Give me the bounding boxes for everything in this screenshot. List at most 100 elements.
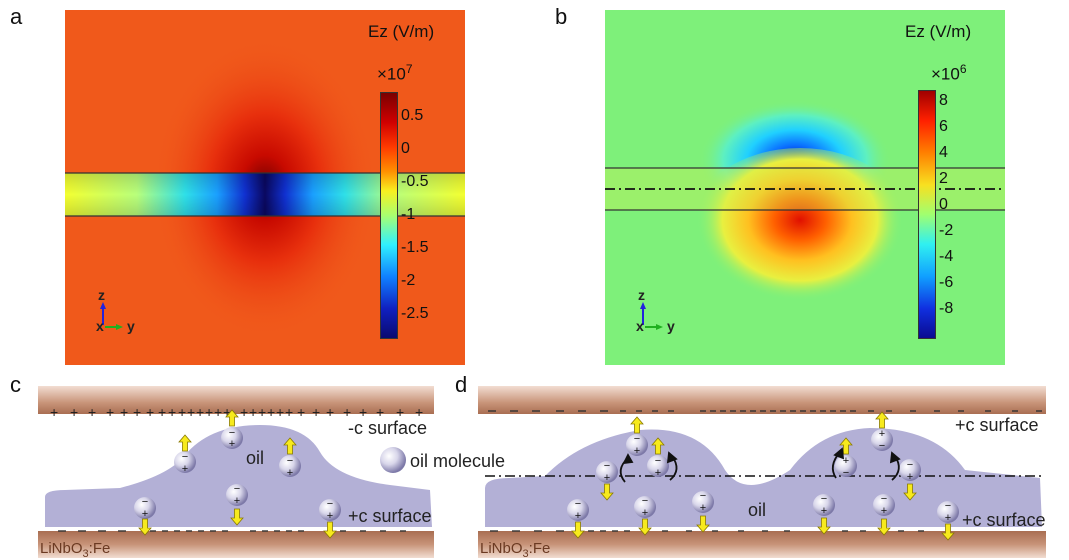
svg-text:−: − [142, 496, 148, 508]
svg-text:+: + [700, 502, 706, 514]
svg-text:+: + [50, 404, 58, 420]
svg-text:+: + [214, 404, 222, 420]
svg-text:+: + [146, 404, 154, 420]
axis-z-label-b: z [638, 287, 645, 303]
top-charges-c: + + + + + + + + + + + + + + + + + + + + + + + + + + + + + [50, 404, 423, 420]
svg-text:−: − [327, 498, 333, 510]
svg-text:−: − [234, 483, 240, 495]
oil-label-d: oil [748, 500, 767, 520]
axis-x-label-b: x [636, 318, 644, 334]
svg-text:+: + [187, 404, 195, 420]
svg-text:+: + [396, 404, 404, 420]
colorbar-tick-b: -4 [939, 248, 954, 265]
svg-text:+: + [343, 404, 351, 420]
svg-text:+: + [634, 445, 640, 457]
top-substrate-d [478, 386, 1046, 414]
svg-text:+: + [879, 428, 885, 440]
svg-text:+: + [249, 404, 257, 420]
svg-text:+: + [258, 404, 266, 420]
oil-label-c: oil [246, 448, 265, 468]
colorbar-tick-a: 0 [401, 140, 410, 157]
field-map-a: z x y Ez (V/m) ×107 0.5 0 -0.5 -1 -1.5 -… [65, 10, 465, 365]
colorbar-multiplier-a: ×107 [377, 62, 413, 84]
colorbar-tick-a: -1.5 [401, 239, 429, 256]
colorbar-tick-b: 8 [939, 92, 948, 109]
colorbar-tick-b: -2 [939, 222, 954, 239]
svg-text:+: + [223, 404, 231, 420]
svg-text:+: + [106, 404, 114, 420]
colorbar-tick-a: -1 [401, 206, 416, 223]
colorbar-tick-b: 6 [939, 118, 948, 135]
svg-text:+: + [326, 404, 334, 420]
svg-text:+: + [821, 505, 827, 517]
svg-text:−: − [655, 455, 661, 467]
colorbar-tick-b: 2 [939, 170, 948, 187]
svg-text:+: + [843, 455, 849, 467]
svg-text:−: − [287, 455, 293, 467]
oil-molecules-c: −+ −+ −+ −+ −+ −+ [134, 427, 406, 522]
svg-text:+: + [240, 404, 248, 420]
axis-x-label-a: x [96, 318, 104, 334]
axis-y-label-b: y [667, 318, 675, 334]
svg-text:+: + [881, 505, 887, 517]
svg-text:−: − [879, 440, 885, 452]
top-surface-label-d: +c surface [955, 415, 1039, 435]
svg-text:+: + [655, 467, 661, 479]
substrate-label-c: LiNbO3:Fe [40, 540, 111, 560]
svg-text:−: − [642, 495, 648, 507]
svg-text:+: + [142, 508, 148, 520]
svg-text:+: + [907, 471, 913, 483]
colorbar-b [918, 90, 936, 339]
colorbar-tick-a: -0.5 [401, 173, 429, 190]
svg-text:+: + [312, 404, 320, 420]
svg-text:+: + [415, 404, 423, 420]
colorbar-tick-b: -8 [939, 300, 954, 317]
svg-text:+: + [70, 404, 78, 420]
svg-text:−: − [575, 498, 581, 510]
oil-droplet-d [485, 428, 1042, 527]
colorbar-multiplier-b: ×106 [931, 62, 967, 84]
colorbar-tick-b: 4 [939, 144, 948, 161]
svg-text:+: + [229, 438, 235, 450]
svg-text:−: − [907, 459, 913, 471]
svg-text:+: + [267, 404, 275, 420]
svg-text:−: − [945, 500, 951, 512]
svg-text:+: + [945, 512, 951, 524]
svg-text:+: + [205, 404, 213, 420]
svg-text:−: − [229, 427, 235, 439]
bottom-substrate-d [478, 531, 1046, 558]
panel-letter-b: b [555, 4, 568, 29]
bottom-surface-label-d: +c surface [962, 510, 1046, 530]
svg-text:+: + [196, 404, 204, 420]
svg-text:+: + [287, 467, 293, 479]
substrate-label-d: LiNbO3:Fe [480, 540, 551, 560]
svg-text:−: − [634, 433, 640, 445]
svg-text:+: + [285, 404, 293, 420]
svg-text:+: + [575, 510, 581, 522]
axis-y-label-a: y [127, 318, 135, 334]
svg-text:−: − [821, 493, 827, 505]
field-map-b: z x y Ez (V/m) ×106 8 6 4 2 0 -2 -4 -6 -… [605, 10, 1005, 365]
svg-text:+: + [88, 404, 96, 420]
bottom-substrate-c [38, 531, 434, 558]
svg-text:+: + [182, 463, 188, 475]
svg-text:−: − [182, 451, 188, 463]
svg-text:+: + [276, 404, 284, 420]
svg-text:+: + [133, 404, 141, 420]
colorbar-tick-a: -2.5 [401, 305, 429, 322]
top-surface-label-c: -c surface [348, 418, 428, 438]
svg-text:−: − [881, 493, 887, 505]
colorbar-tick-b: 0 [939, 196, 948, 213]
panel-letter-d: d [455, 372, 468, 397]
svg-text:+: + [234, 495, 240, 507]
panel-letter-c: c [10, 372, 21, 397]
svg-text:+: + [178, 404, 186, 420]
svg-text:+: + [642, 507, 648, 519]
svg-text:+: + [359, 404, 367, 420]
colorbar-title-b: Ez (V/m) [905, 22, 972, 41]
oil-molecules-d: −+ −+ −+ +− +− −+ −+ −+ −+ −+ −+ −+ [567, 428, 959, 524]
axis-z-label-a: z [98, 287, 105, 303]
svg-text:+: + [327, 510, 333, 522]
svg-text:−: − [604, 460, 610, 472]
